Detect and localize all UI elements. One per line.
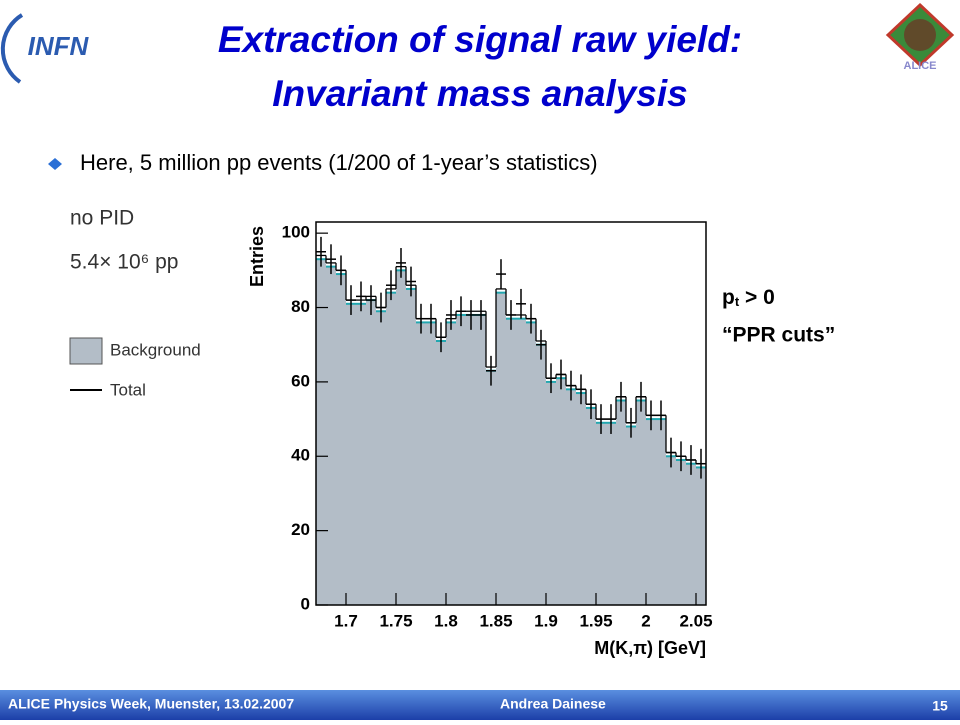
- background-bar: [586, 407, 596, 605]
- background-bar: [556, 378, 566, 605]
- footer-author: Andrea Dainese: [500, 696, 606, 712]
- footer-event: ALICE Physics Week, Muenster, 13.02.2007: [8, 696, 294, 712]
- cut-rest: > 0: [739, 286, 775, 309]
- background-bar: [496, 292, 506, 605]
- title-line: Extraction of signal raw yield:: [218, 19, 742, 60]
- legend-swatch: [69, 337, 103, 365]
- background-bar: [566, 389, 576, 605]
- background-bar: [336, 274, 346, 605]
- background-bar: [316, 259, 326, 605]
- background-bar: [686, 463, 696, 605]
- background-bar: [516, 318, 526, 605]
- y-tick-label: 60: [291, 371, 310, 390]
- background-bar: [676, 459, 686, 605]
- background-bar: [696, 467, 706, 605]
- x-tick-label: 1.8: [434, 611, 458, 630]
- cut-note: pt > 0: [722, 286, 775, 310]
- background-bar: [526, 322, 536, 605]
- background-bar: [666, 456, 676, 605]
- background-bar: [506, 318, 516, 605]
- note: 5.4× 10⁶ pp: [70, 251, 179, 274]
- background-bar: [446, 322, 456, 605]
- background-bar: [646, 419, 656, 605]
- title-line: Invariant mass analysis: [272, 73, 687, 114]
- background-bar: [636, 400, 646, 605]
- background-bar: [386, 292, 396, 605]
- cut-p: p: [722, 286, 735, 309]
- y-tick-label: 100: [282, 223, 310, 242]
- alice-logo: ALICE: [885, 2, 955, 72]
- background-bar: [416, 322, 426, 605]
- y-tick-label: 80: [291, 297, 310, 316]
- y-tick-label: 0: [301, 594, 310, 613]
- background-bar: [616, 400, 626, 605]
- note: no PID: [70, 207, 134, 230]
- y-tick-label: 20: [291, 520, 310, 539]
- footer-bar: [0, 690, 960, 720]
- x-tick-label: 2.05: [679, 611, 712, 630]
- x-axis-label: M(K,π) [GeV]: [594, 638, 706, 658]
- bullet-icon: [48, 158, 62, 170]
- y-tick-label: 40: [291, 446, 310, 465]
- background-bar: [356, 303, 366, 605]
- histogram: 0 20 40 60 80 100 1.7 1.75 1.8 1.85 1.9 1.95 2 2.05 En…: [247, 221, 713, 658]
- x-tick-label: 1.85: [479, 611, 512, 630]
- background-bar: [476, 314, 486, 605]
- footer-page: 15: [932, 698, 948, 714]
- background-bar: [366, 300, 376, 605]
- infn-logo: INFN: [0, 13, 90, 84]
- background-bar: [486, 370, 496, 605]
- background-bar: [626, 426, 636, 605]
- plot-frame: [315, 221, 707, 606]
- background-bar: [606, 422, 616, 605]
- background-bar: [466, 314, 476, 605]
- cut-note: “PPR cuts”: [722, 324, 835, 347]
- background-bar: [546, 381, 556, 605]
- x-tick-label: 1.75: [379, 611, 412, 630]
- background-bar: [596, 422, 606, 605]
- background-bar: [426, 322, 436, 605]
- background-bar: [536, 344, 546, 605]
- background-bar: [396, 270, 406, 605]
- background-bar: [376, 311, 386, 605]
- x-tick-label: 1.95: [579, 611, 612, 630]
- cut-sub: t: [735, 294, 740, 309]
- logo-core: [904, 19, 936, 51]
- background-bar: [656, 419, 666, 605]
- logo-text: INFN: [28, 31, 90, 61]
- logo-text: ALICE: [904, 60, 937, 72]
- x-tick-label: 1.7: [334, 611, 358, 630]
- y-axis-label: Entries: [247, 226, 267, 287]
- background-bar: [456, 314, 466, 605]
- background-bar: [576, 393, 586, 605]
- x-tick-label: 2: [641, 611, 650, 630]
- legend-label: Background: [110, 340, 201, 359]
- background-bar: [436, 340, 446, 605]
- background-bar: [406, 288, 416, 605]
- legend-label: Total: [110, 380, 146, 399]
- bullet-text: Here, 5 million pp events (1/200 of 1-ye…: [80, 150, 598, 175]
- x-tick-label: 1.9: [534, 611, 558, 630]
- logo-arc: [0, 13, 24, 84]
- background-bar: [346, 303, 356, 605]
- background-bar: [326, 266, 336, 605]
